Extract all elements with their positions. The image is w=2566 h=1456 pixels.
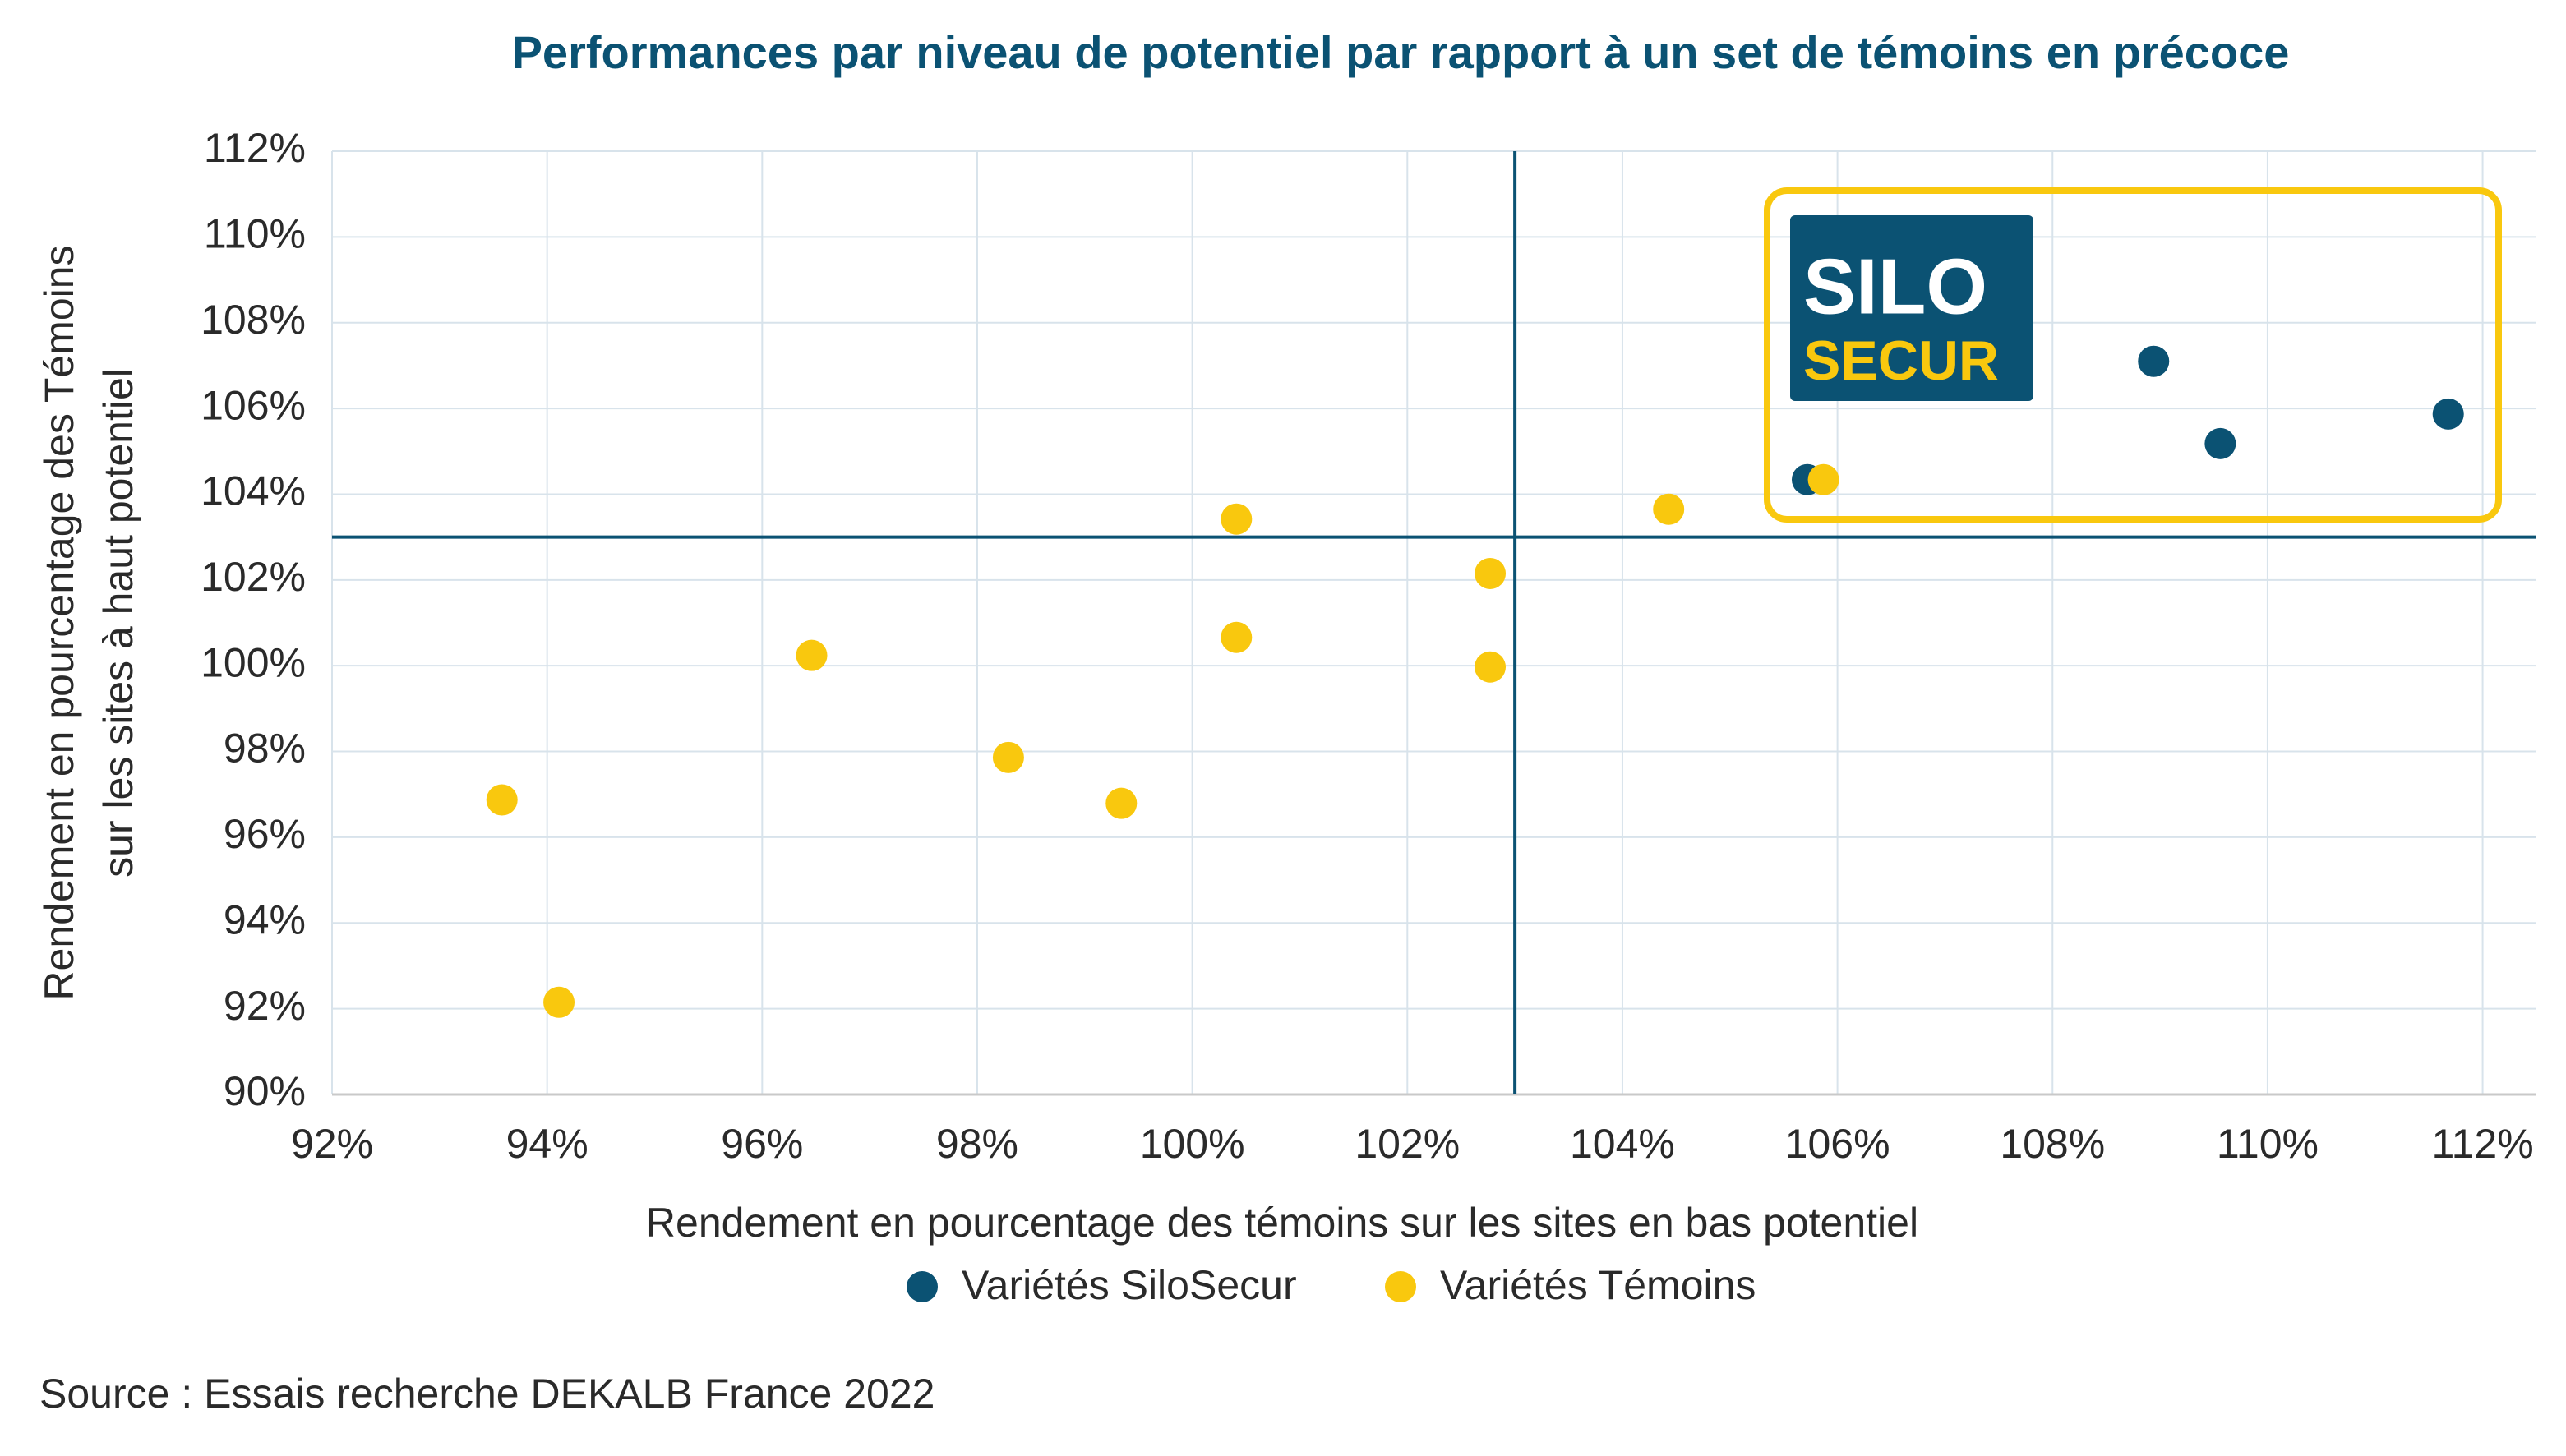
logo-text: SECUR [1803,329,1999,392]
data-point [1807,463,1839,495]
data-point [543,986,575,1018]
y-axis-label: sur les sites à haut potentiel [95,368,141,878]
data-point [796,639,828,671]
data-point [2138,345,2170,377]
x-axis-label: Rendement en pourcentage des témoins sur… [646,1200,1918,1246]
y-tick-label: 100% [201,639,306,685]
y-tick-label: 106% [201,382,306,428]
highlight-box [1764,187,2502,523]
y-tick-label: 108% [201,297,306,343]
y-tick-label: 98% [224,726,306,772]
data-point [1105,787,1138,819]
y-tick-label: 104% [201,468,306,514]
y-tick-label: 110% [204,211,306,257]
data-point [992,741,1024,773]
y-tick-label: 102% [201,554,306,600]
legend-marker [907,1271,938,1302]
data-point [486,784,518,816]
data-point [1221,503,1253,535]
x-tick-label: 104% [1570,1121,1675,1167]
y-tick-label: 92% [224,983,306,1029]
data-point [2204,427,2236,459]
x-tick-label: 110% [2217,1121,2319,1167]
data-point [1475,557,1507,589]
source: Source : Essais recherche DEKALB France … [39,1371,935,1417]
x-tick-label: 94% [506,1121,588,1167]
legend-marker [1385,1271,1416,1302]
y-tick-label: 94% [224,896,306,942]
x-tick-label: 98% [936,1121,1018,1167]
x-tick-label: 102% [1355,1121,1460,1167]
logo-text: SILO [1803,242,1987,330]
y-tick-label: 90% [224,1068,306,1114]
x-tick-label: 100% [1140,1121,1245,1167]
y-axis-label: Rendement en pourcentage des Témoins [36,245,82,1000]
x-tick-label: 96% [721,1121,803,1167]
data-point [2432,398,2464,430]
chart-title: Performances par niveau de potentiel par… [512,26,2290,78]
logo-background [1790,215,2033,401]
y-tick-label: 112% [204,125,306,171]
x-tick-label: 108% [2000,1121,2105,1167]
y-tick-label: 96% [224,811,306,857]
data-point [1475,651,1507,683]
legend-label: Variétés SiloSecur [962,1262,1297,1308]
x-tick-label: 106% [1785,1121,1890,1167]
x-tick-label: 112% [2431,1121,2533,1167]
data-point [1221,621,1253,653]
x-tick-label: 92% [291,1121,373,1167]
legend-label: Variétés Témoins [1440,1262,1756,1308]
data-point [1653,493,1685,525]
